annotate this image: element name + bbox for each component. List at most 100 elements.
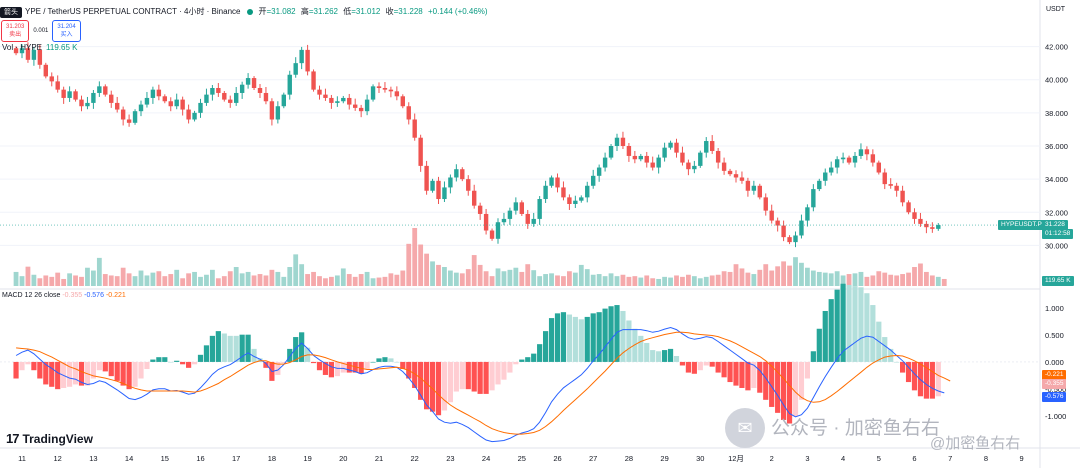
- volume-bar: [239, 273, 245, 286]
- candle-body: [31, 49, 37, 60]
- candle: [787, 235, 792, 245]
- tradingview-logo[interactable]: 17 TradingView: [6, 432, 93, 445]
- time-tick-label: 13: [89, 454, 97, 463]
- volume-bar: [465, 269, 471, 286]
- macd-signal-value: -0.221: [105, 292, 126, 299]
- candle-body: [335, 101, 340, 103]
- time-tick-label: 3: [805, 454, 809, 463]
- macd-histogram-bar: [798, 361, 805, 400]
- sell-button[interactable]: 31.203 卖出: [1, 20, 30, 42]
- volume-bar: [584, 269, 590, 286]
- volume-bar: [233, 267, 239, 286]
- macd-legend[interactable]: MACD 12 26 close -0.355 -0.576 -0.221: [2, 292, 126, 299]
- volume-bar: [323, 278, 328, 286]
- candle-body: [930, 227, 935, 229]
- candle: [73, 89, 78, 102]
- candle-body: [418, 137, 423, 166]
- macd-histogram-bar: [281, 361, 287, 364]
- symbol-title[interactable]: YPE / TetherUS PERPETUAL CONTRACT · 4小时 …: [25, 7, 241, 16]
- macd-histogram-bar: [144, 361, 150, 370]
- candle: [710, 135, 715, 154]
- volume-bar: [727, 271, 733, 286]
- candle: [37, 44, 43, 69]
- time-tick-label: 7: [948, 454, 952, 463]
- volume-bar: [13, 271, 19, 286]
- macd-histogram-bar: [566, 314, 572, 362]
- candle-body: [638, 155, 643, 160]
- price-tick-label: 34.000: [1045, 175, 1068, 184]
- price-tick-label: 32.000: [1045, 208, 1068, 217]
- volume-bar: [358, 274, 364, 286]
- candle-body: [585, 185, 590, 198]
- symbol-tag[interactable]: 箭头: [0, 6, 22, 18]
- macd-histogram-bar: [78, 361, 85, 386]
- candle: [61, 86, 66, 104]
- candle-body: [394, 91, 400, 97]
- candle-body: [811, 189, 816, 208]
- candle-body: [537, 199, 542, 219]
- macd-histogram-bar: [834, 289, 840, 362]
- volume-bar: [120, 267, 126, 286]
- volume-bar: [334, 275, 340, 286]
- candle: [864, 146, 870, 161]
- candle: [216, 83, 221, 97]
- macd-histogram-bar: [596, 312, 602, 362]
- ohlc-open-value: =31.082: [266, 7, 296, 16]
- volume-legend[interactable]: Vol · HYPE 119.65 K: [2, 44, 77, 52]
- candle: [614, 133, 620, 151]
- volume-bar: [906, 272, 911, 286]
- candle: [906, 200, 911, 215]
- volume-bar: [25, 266, 31, 286]
- candle: [668, 140, 673, 150]
- candle-body: [424, 165, 429, 191]
- candle-body: [626, 146, 632, 156]
- candle-body: [846, 157, 852, 163]
- macd-tick-label: 0.000: [1045, 358, 1064, 367]
- market-status-icon: [247, 9, 254, 15]
- candle: [900, 185, 905, 207]
- candle: [513, 197, 519, 215]
- candle-body: [305, 49, 310, 72]
- macd-histogram-bar: [763, 361, 769, 400]
- macd-histogram-bar: [400, 361, 406, 370]
- buy-button[interactable]: 31.204 买入: [52, 20, 81, 42]
- candle-body: [858, 149, 864, 156]
- symbol-price-tag: HYPEUSDT.P: [998, 220, 1045, 231]
- candle: [608, 144, 614, 160]
- currency-label[interactable]: USDT: [1046, 6, 1066, 13]
- volume-bar: [448, 270, 453, 286]
- volume-bar: [376, 277, 382, 286]
- candle: [239, 81, 245, 99]
- candle: [67, 86, 72, 102]
- candle: [840, 152, 846, 164]
- volume-bar: [180, 278, 186, 286]
- macd-histogram-bar: [340, 361, 346, 373]
- volume-bar: [596, 274, 602, 286]
- candle: [674, 138, 679, 158]
- tradingview-logo-text: TradingView: [22, 431, 93, 446]
- macd-histogram-bar: [590, 313, 596, 362]
- candle: [924, 220, 929, 234]
- time-tick-label: 27: [589, 454, 597, 463]
- candle: [234, 87, 239, 106]
- candle: [376, 82, 382, 93]
- candle-body: [115, 102, 120, 110]
- candle-body: [483, 213, 489, 231]
- volume-bar: [287, 267, 293, 286]
- volume-bar: [210, 269, 215, 286]
- candle-body: [251, 78, 257, 88]
- candle: [733, 170, 739, 183]
- candle: [543, 180, 548, 204]
- volume-bar: [578, 264, 584, 286]
- macd-histogram-bar: [418, 361, 424, 400]
- volume-bar: [900, 274, 905, 286]
- macd-histogram-bar: [775, 361, 781, 413]
- volume-bar: [55, 272, 61, 286]
- volume-bar: [775, 266, 781, 286]
- macd-histogram-bar: [239, 334, 245, 362]
- macd-histogram-bar: [697, 361, 703, 371]
- macd-histogram-bar: [43, 361, 49, 385]
- time-tick-label: 25: [518, 454, 526, 463]
- candle-body: [204, 94, 209, 103]
